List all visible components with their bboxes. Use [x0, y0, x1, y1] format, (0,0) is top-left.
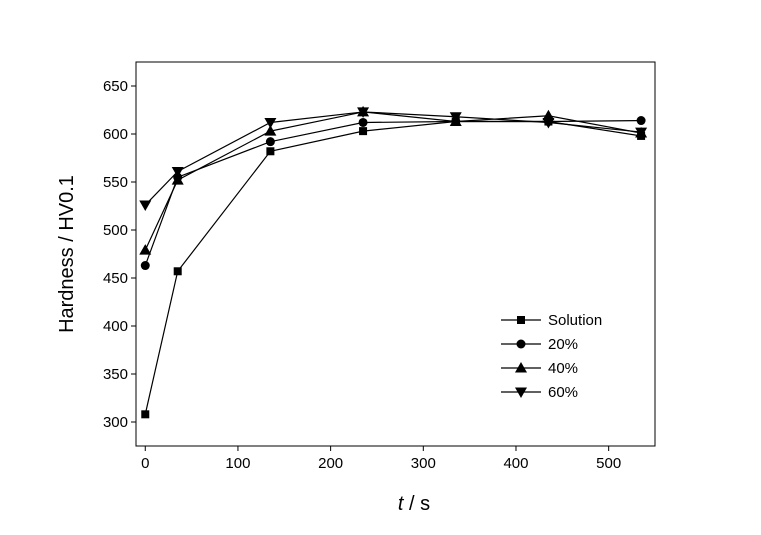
data-point [449, 112, 462, 123]
legend-label: 40% [548, 360, 578, 377]
legend-item: Solution [501, 312, 602, 329]
x-tick-label: 200 [318, 455, 343, 472]
x-axis-label-variable: t [398, 493, 405, 515]
data-point [264, 117, 277, 129]
legend-item: 20% [501, 336, 578, 353]
legend-marker [517, 316, 525, 324]
data-point [266, 147, 275, 156]
y-axis-label: Hardness / HV0.1 [56, 175, 78, 333]
legend-marker [516, 339, 526, 349]
legend-label: Solution [548, 312, 602, 329]
x-axis-label-unit: / s [403, 493, 430, 515]
y-tick-label: 400 [103, 318, 128, 335]
data-point [139, 200, 152, 212]
data-point [636, 116, 646, 126]
series-line [144, 119, 642, 266]
x-tick-label: 400 [503, 455, 528, 472]
data-point [357, 107, 370, 118]
series-group [139, 105, 648, 419]
data-point [542, 109, 555, 121]
data-point [173, 267, 182, 276]
y-tick-label: 550 [103, 174, 128, 191]
x-tick-label: 0 [141, 455, 149, 472]
y-tick-label: 350 [103, 366, 128, 383]
data-point [141, 410, 150, 419]
legend-marker [515, 362, 527, 373]
data-point [171, 174, 184, 185]
series-line [144, 111, 642, 251]
x-tick-label: 100 [225, 455, 250, 472]
y-tick-label: 450 [103, 270, 128, 287]
data-point [265, 137, 275, 147]
legend: Solution 20% 40% 60% [501, 312, 602, 401]
plot-frame [135, 61, 656, 447]
data-point [139, 244, 152, 255]
data-point [542, 117, 555, 129]
y-tick-label: 500 [103, 222, 128, 239]
data-point [358, 117, 368, 127]
legend-item: 40% [501, 360, 578, 377]
data-point [635, 127, 648, 139]
legend-marker [515, 387, 527, 398]
legend-label: 20% [548, 336, 578, 353]
series-20-percent [140, 116, 646, 271]
series-60-percent [139, 107, 648, 212]
y-tick-label: 300 [103, 414, 128, 431]
x-tick-label: 500 [596, 455, 621, 472]
data-point [264, 125, 277, 136]
y-tick-label: 650 [103, 78, 128, 95]
legend-item: 60% [501, 384, 578, 401]
data-point [140, 261, 150, 271]
data-point [171, 166, 184, 178]
x-axis-label: t / s [398, 493, 430, 515]
x-tick-label: 300 [411, 455, 436, 472]
y-tick-label: 600 [103, 126, 128, 143]
tick-group: 0 100 200 300 400 500 300 350 400 450 500 550 600 650 [103, 78, 621, 472]
legend-label: 60% [548, 384, 578, 401]
data-point [359, 127, 368, 136]
